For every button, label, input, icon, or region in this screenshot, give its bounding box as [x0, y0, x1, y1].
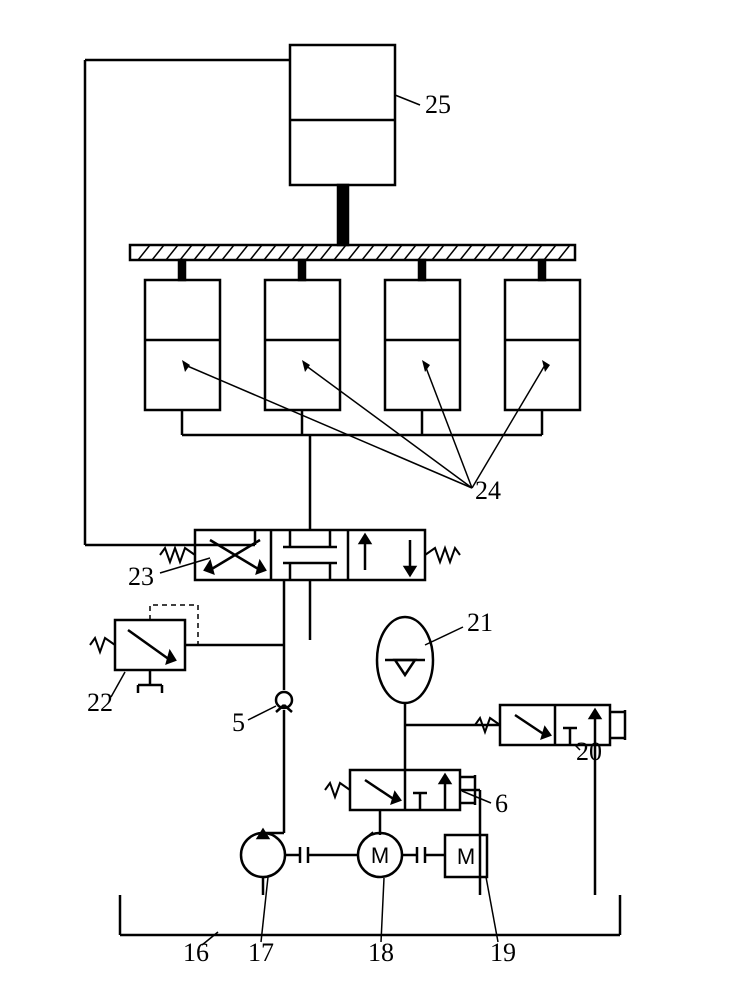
svg-text:M: M — [371, 843, 389, 868]
label-23: 23 — [128, 562, 154, 592]
svg-text:M: M — [457, 844, 475, 869]
label-17: 17 — [248, 938, 274, 968]
label-6: 6 — [495, 789, 508, 819]
label-25: 25 — [425, 90, 451, 120]
label-20: 20 — [576, 737, 602, 767]
label-22: 22 — [87, 688, 113, 718]
hydraulic-schematic: M M — [0, 0, 735, 1000]
label-24: 24 — [475, 476, 501, 506]
label-16: 16 — [183, 938, 209, 968]
label-18: 18 — [368, 938, 394, 968]
label-21: 21 — [467, 608, 493, 638]
label-19: 19 — [490, 938, 516, 968]
label-5: 5 — [232, 708, 245, 738]
